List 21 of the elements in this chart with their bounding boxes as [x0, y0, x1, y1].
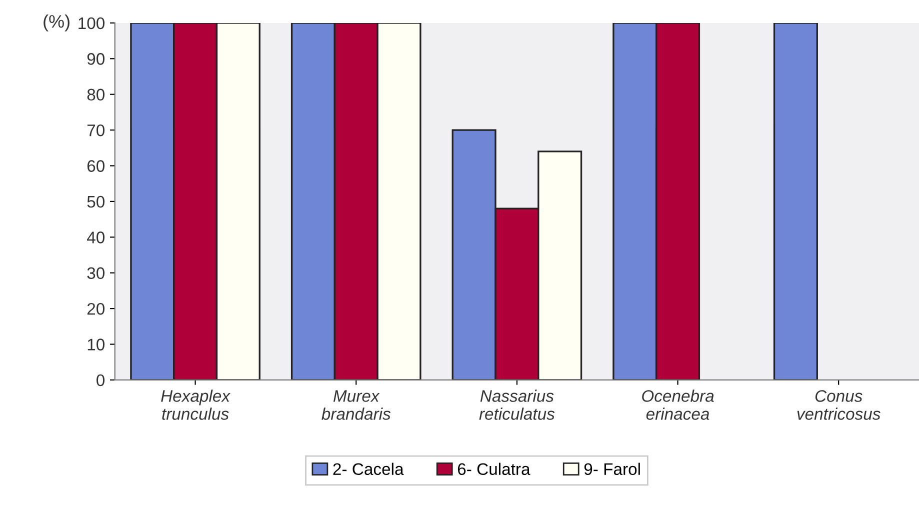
x-tick-label: Ocenebra erinacea — [642, 390, 714, 420]
bar — [773, 22, 818, 380]
y-tick-label: 20 — [87, 302, 105, 315]
x-tick-label: Nassarius reticulatus — [479, 390, 555, 420]
legend-label: 2- Cacela — [333, 462, 404, 476]
y-tick-label: 40 — [87, 232, 105, 244]
x-tick-label: Murex brandaris — [322, 390, 391, 420]
x-tick-label: Conus ventricosus — [797, 390, 880, 420]
y-tick-label: 100 — [78, 17, 105, 30]
y-tick-label: 10 — [88, 338, 105, 350]
y-tick-label: 0 — [96, 374, 104, 386]
y-tick-label: 70 — [87, 124, 105, 136]
y-tick-label: 60 — [87, 160, 105, 172]
legend-label: 9- Farol — [584, 462, 640, 476]
y-tick-label: 30 — [87, 267, 105, 280]
x-tick-label: Hexaplex trunculus — [161, 390, 231, 420]
y-tick-label: 50 — [87, 196, 105, 208]
y-tick-label: 80 — [87, 88, 105, 101]
y-tick-label: 90 — [87, 53, 105, 65]
legend-label: 6- Culatra — [458, 462, 530, 476]
y-axis-title: (%) — [44, 14, 70, 32]
